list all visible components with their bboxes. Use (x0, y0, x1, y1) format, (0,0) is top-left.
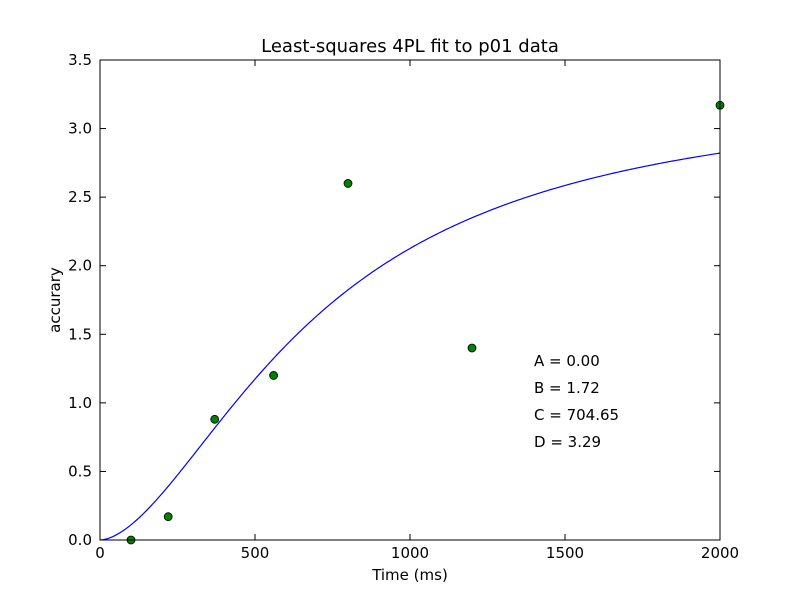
fit-curve (100, 152, 720, 540)
y-axis-label: accurary (46, 267, 64, 333)
annotation-c: C = 704.65 (534, 406, 619, 424)
y-tick-label: 0.5 (68, 462, 92, 480)
annotation-d: D = 3.29 (534, 433, 601, 451)
data-point (343, 179, 353, 188)
x-tick-label: 0 (95, 544, 105, 562)
y-tick-label: 0.0 (68, 531, 92, 549)
x-axis-label: Time (ms) (371, 566, 448, 584)
x-tick-label: 1500 (546, 544, 584, 562)
data-layer (100, 100, 725, 545)
plot-frame (99, 59, 721, 541)
y-tick-label: 3.5 (68, 51, 92, 69)
annotation-b: B = 1.72 (534, 379, 600, 397)
y-tick-label: 1.0 (68, 394, 92, 412)
x-tick-label: 2000 (701, 544, 739, 562)
data-point (163, 512, 173, 522)
chart-title: Least-squares 4PL fit to p01 data (261, 36, 559, 57)
y-tick-label: 2.0 (68, 257, 92, 275)
data-point (269, 371, 279, 380)
ticks-layer: 0 500 1000 1500 2000 0.0 0.5 1.0 1.5 2.0 2.5 3.0 3.5 (68, 51, 739, 562)
y-tick-label: 3.0 (68, 120, 92, 138)
y-tick-label: 1.5 (68, 325, 92, 343)
x-tick-label: 1000 (391, 544, 429, 562)
data-point (467, 343, 477, 353)
annotation-a: A = 0.00 (534, 352, 600, 370)
x-tick-label: 500 (241, 544, 270, 562)
y-tick-label: 2.5 (68, 188, 92, 206)
data-point (210, 414, 220, 424)
parameter-annotations: A = 0.00 B = 1.72 C = 704.65 D = 3.29 (534, 352, 619, 451)
